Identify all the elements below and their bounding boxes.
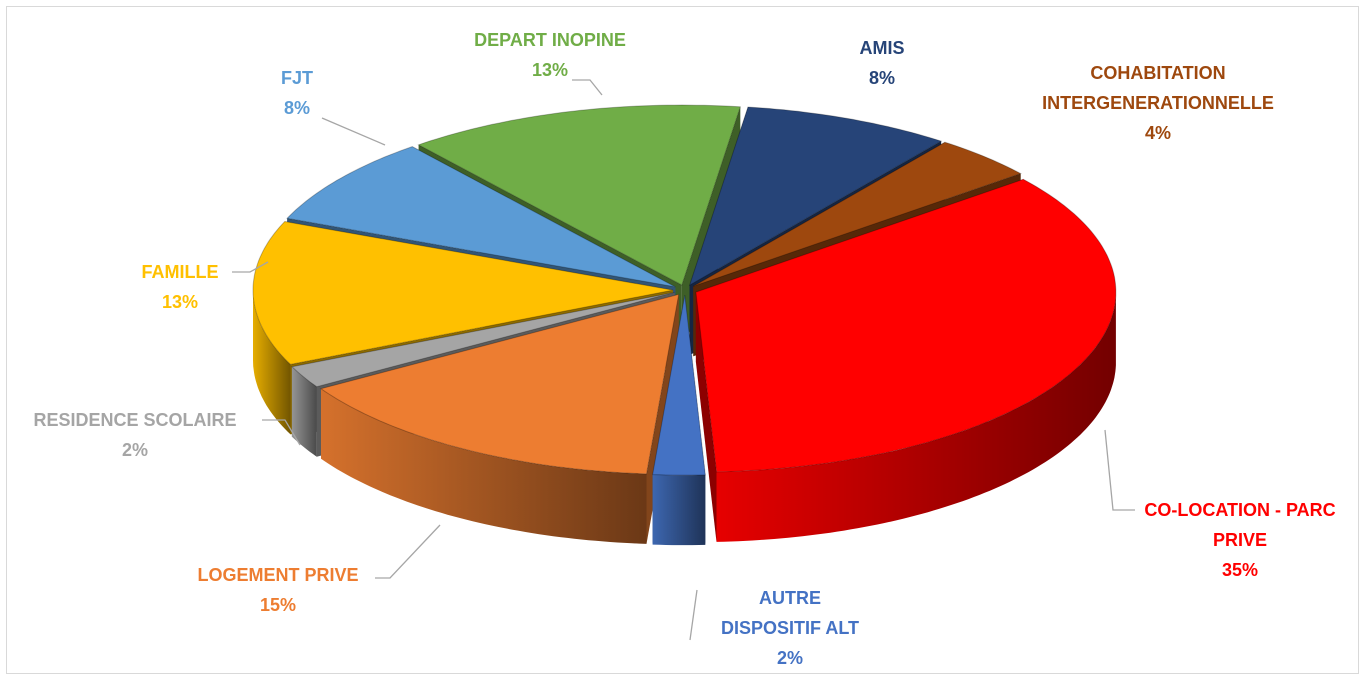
category-label: RESIDENCE SCOLAIRE — [33, 410, 237, 430]
data-label: CO-LOCATION - PARC PRIVE 35% — [1125, 495, 1355, 585]
value-label: 8% — [868, 68, 895, 88]
value-label: 15% — [259, 595, 297, 615]
category-label: AUTRE DISPOSITIF ALT — [721, 588, 859, 638]
data-label: FJT 8% — [257, 63, 337, 123]
category-label: LOGEMENT PRIVE — [197, 565, 359, 585]
slice — [688, 106, 943, 287]
slice — [652, 295, 706, 476]
slice-side — [652, 474, 706, 546]
slice — [417, 104, 741, 286]
slice-cut-face — [695, 292, 717, 542]
value-label: 13% — [161, 292, 199, 312]
value-label: 8% — [283, 98, 310, 118]
slice — [319, 293, 680, 475]
slice — [286, 146, 676, 288]
data-label: COHABITATION INTERGENERATIONNELLE 4% — [1023, 58, 1293, 148]
slice — [252, 220, 674, 365]
slice-side — [291, 366, 317, 457]
slice-side — [716, 292, 1116, 542]
chart-frame — [6, 6, 1359, 674]
leader-line — [232, 261, 269, 273]
leader-line — [375, 524, 441, 579]
value-label: 13% — [531, 60, 569, 80]
slice — [695, 178, 1117, 473]
category-label: FAMILLE — [141, 262, 219, 282]
category-label: FJT — [280, 68, 313, 88]
value-label: 2% — [776, 648, 803, 668]
leader-line — [689, 589, 698, 641]
value-label: 4% — [1144, 123, 1171, 143]
slice-side — [321, 388, 647, 544]
data-label: DEPART INOPINE 13% — [430, 25, 670, 85]
slice-side — [253, 290, 291, 435]
data-label: LOGEMENT PRIVE 15% — [158, 560, 398, 620]
leader-line — [321, 117, 386, 146]
leader-line — [1104, 429, 1135, 511]
value-label: 35% — [1221, 560, 1259, 580]
value-label: 2% — [121, 440, 148, 460]
data-label: AUTRE DISPOSITIF ALT 2% — [710, 583, 870, 673]
slice — [290, 291, 675, 388]
data-label: AMIS 8% — [822, 33, 942, 93]
data-label: RESIDENCE SCOLAIRE 2% — [5, 405, 265, 465]
leader-line — [572, 79, 603, 96]
category-label: COHABITATION INTERGENERATIONNELLE — [1042, 63, 1274, 113]
leader-line — [262, 419, 301, 446]
category-label: AMIS — [859, 38, 905, 58]
category-label: DEPART INOPINE — [474, 30, 626, 50]
slice — [693, 141, 1022, 287]
category-label: CO-LOCATION - PARC PRIVE — [1144, 500, 1336, 550]
data-label: FAMILLE 13% — [110, 257, 250, 317]
